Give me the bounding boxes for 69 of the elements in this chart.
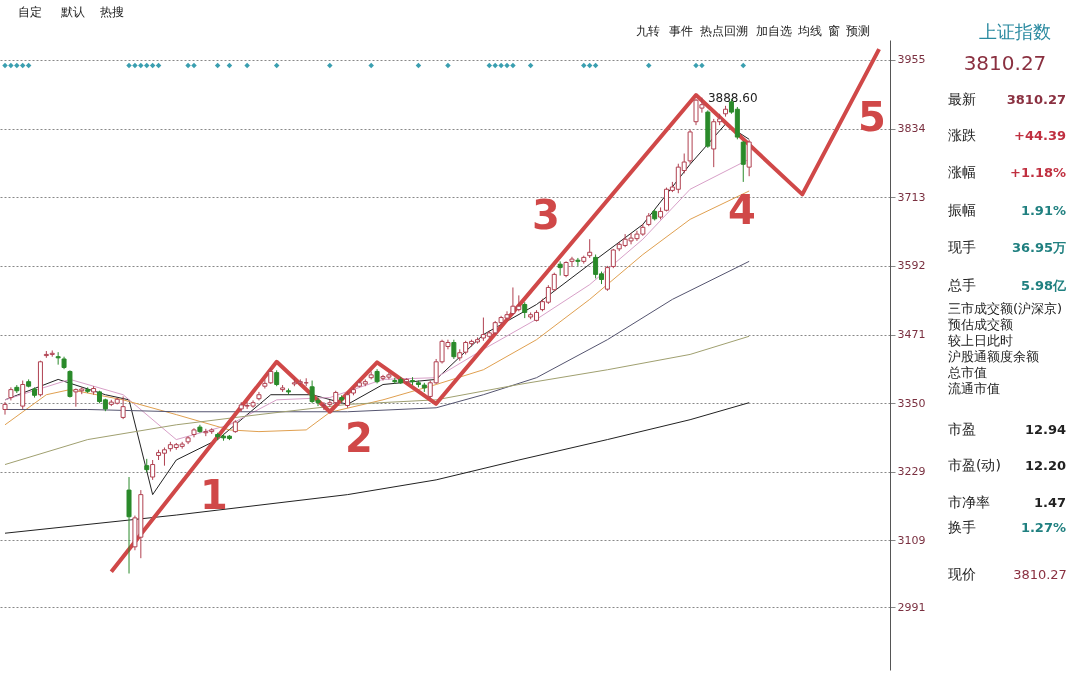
text: 12.20 bbox=[1024, 458, 1066, 473]
line-series bbox=[4, 402, 750, 534]
text: 总市值 bbox=[947, 365, 987, 380]
y-tick-label: 3109 bbox=[897, 533, 926, 547]
text: 3810.27 bbox=[963, 51, 1047, 75]
text: 市盈 bbox=[948, 421, 976, 437]
text: 市净率 bbox=[948, 494, 990, 510]
candlestick bbox=[55, 351, 61, 366]
text: 较上日此时 bbox=[948, 333, 1013, 348]
text: 事件 bbox=[669, 24, 693, 38]
annotation: 3888.60 bbox=[707, 90, 758, 105]
y-tick-label: 3592 bbox=[897, 259, 926, 273]
text: 均线 bbox=[797, 24, 822, 38]
text: 1.27% bbox=[1020, 520, 1066, 535]
y-tick-label: 3713 bbox=[897, 190, 926, 204]
text: 1.47 bbox=[1033, 495, 1066, 510]
candlestick bbox=[20, 380, 26, 410]
text: 加自选 bbox=[756, 24, 792, 38]
text: 上证指数 bbox=[979, 21, 1051, 42]
line-series bbox=[109, 47, 882, 574]
candlestick bbox=[587, 238, 593, 259]
y-tick-label: 2991 bbox=[897, 600, 926, 614]
text: 3810.27 bbox=[1013, 567, 1067, 582]
text: 流通市值 bbox=[948, 381, 1000, 396]
text: 振幅 bbox=[948, 202, 976, 218]
candlestick bbox=[262, 378, 268, 389]
annotation: 5 bbox=[858, 94, 886, 140]
text: 1.91% bbox=[1020, 203, 1066, 218]
text: 三市成交额(沪深京) bbox=[948, 301, 1063, 316]
text: 预测 bbox=[846, 24, 870, 38]
candlestick bbox=[451, 339, 457, 360]
text: 总手 bbox=[947, 277, 976, 293]
text: 窗 bbox=[828, 24, 840, 38]
text: 自定 bbox=[18, 5, 42, 19]
candlestick bbox=[740, 140, 746, 183]
candlestick bbox=[150, 459, 156, 481]
y-tick-label: 3229 bbox=[897, 465, 926, 479]
annotation: 1 bbox=[200, 472, 228, 518]
annotation: 2 bbox=[345, 415, 373, 461]
text: 涨幅 bbox=[948, 164, 976, 180]
line-series bbox=[4, 335, 750, 466]
text: 36.95万 bbox=[1011, 240, 1066, 255]
text: 九转 bbox=[636, 24, 660, 38]
text: 5.98亿 bbox=[1020, 278, 1067, 293]
text: 最新 bbox=[948, 91, 976, 107]
text: 热搜 bbox=[100, 5, 124, 19]
annotation: 4 bbox=[728, 187, 756, 233]
y-tick-label: 3834 bbox=[897, 122, 926, 136]
candlestick bbox=[120, 395, 126, 420]
text: +44.39 bbox=[1013, 128, 1066, 143]
text: 市盈(动) bbox=[948, 457, 1001, 473]
candlestick bbox=[604, 265, 610, 292]
text: 沪股通额度余额 bbox=[948, 349, 1039, 364]
text: 涨跌 bbox=[948, 127, 976, 143]
text: 3810.27 bbox=[1006, 92, 1066, 107]
text: +1.18% bbox=[1010, 165, 1066, 180]
text: 热点回溯 bbox=[700, 24, 748, 38]
y-tick-label: 3471 bbox=[897, 328, 926, 342]
text: 12.94 bbox=[1024, 422, 1066, 437]
candlestick bbox=[569, 256, 575, 268]
candlestick bbox=[575, 257, 581, 267]
annotation: 3 bbox=[532, 192, 560, 238]
y-tick-label: 3350 bbox=[897, 396, 926, 410]
text: 换手 bbox=[948, 519, 976, 535]
y-tick-label: 3955 bbox=[897, 53, 926, 67]
text: 默认 bbox=[60, 5, 85, 19]
text: 预估成交额 bbox=[948, 317, 1013, 332]
text: 现手 bbox=[948, 239, 976, 255]
text: 现价 bbox=[948, 566, 976, 582]
